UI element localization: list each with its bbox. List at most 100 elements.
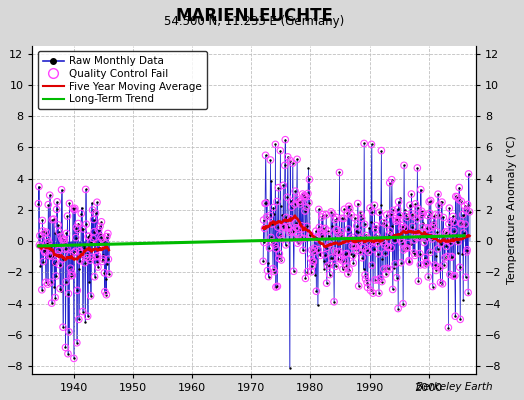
Point <box>97 234 105 240</box>
Point <box>289 160 297 166</box>
Point <box>403 214 411 220</box>
Point <box>48 300 56 306</box>
Point <box>41 249 49 255</box>
Point <box>381 271 390 277</box>
Point <box>289 268 298 274</box>
Point <box>429 283 437 290</box>
Point <box>374 277 382 283</box>
Point <box>70 355 78 362</box>
Point <box>455 264 464 270</box>
Point <box>413 165 421 171</box>
Point <box>311 233 319 240</box>
Point <box>261 152 270 158</box>
Point <box>71 248 80 254</box>
Point <box>394 305 402 312</box>
Point <box>400 162 408 168</box>
Point <box>358 254 366 261</box>
Point <box>301 208 309 214</box>
Point <box>388 176 396 183</box>
Point <box>398 222 407 229</box>
Point <box>406 202 414 208</box>
Point <box>328 222 336 229</box>
Point <box>299 247 307 254</box>
Point <box>379 266 388 272</box>
Point <box>297 198 305 204</box>
Point <box>397 260 405 266</box>
Point <box>93 199 101 206</box>
Point <box>58 256 67 262</box>
Point <box>347 212 355 218</box>
Point <box>283 154 292 160</box>
Point <box>357 212 365 218</box>
Point <box>269 204 278 211</box>
Point <box>381 250 389 256</box>
Point <box>57 186 66 193</box>
Point <box>284 224 292 230</box>
Point <box>426 249 434 256</box>
Point <box>35 183 43 190</box>
Point <box>449 273 457 279</box>
Point <box>396 212 404 218</box>
Point <box>54 247 63 254</box>
Point <box>335 169 344 176</box>
Point <box>361 221 369 228</box>
Point <box>259 258 267 264</box>
Point <box>368 209 377 215</box>
Point <box>317 232 325 239</box>
Point <box>353 223 361 229</box>
Point <box>261 152 270 158</box>
Point <box>70 207 79 213</box>
Point <box>361 221 369 228</box>
Point <box>456 316 464 322</box>
Point <box>75 266 83 272</box>
Point <box>326 255 335 262</box>
Point <box>427 197 435 204</box>
Point <box>383 265 391 272</box>
Point <box>64 350 72 357</box>
Point <box>386 180 394 186</box>
Point <box>326 262 334 268</box>
Point <box>380 217 388 224</box>
Point <box>103 233 111 240</box>
Point <box>54 247 63 254</box>
Point <box>356 236 365 242</box>
Point <box>89 235 97 242</box>
Point <box>397 260 405 266</box>
Point <box>62 230 71 236</box>
Point <box>307 255 315 262</box>
Point <box>428 236 436 242</box>
Point <box>56 286 64 292</box>
Point <box>306 232 314 238</box>
Point <box>379 266 388 272</box>
Point <box>430 262 439 268</box>
Point <box>362 276 370 282</box>
Point <box>320 265 329 272</box>
Point <box>49 253 57 260</box>
Point <box>100 270 108 276</box>
Point <box>276 148 285 154</box>
Point <box>443 253 452 260</box>
Point <box>450 228 458 234</box>
Point <box>55 228 63 235</box>
Point <box>412 231 420 237</box>
Point <box>402 211 411 218</box>
Point <box>414 234 423 241</box>
Point <box>260 239 268 246</box>
Point <box>282 214 290 220</box>
Point <box>79 226 88 232</box>
Point <box>86 293 95 299</box>
Point <box>340 215 348 222</box>
Point <box>352 228 360 234</box>
Point <box>411 201 420 207</box>
Point <box>262 200 270 206</box>
Point <box>281 136 289 143</box>
Point <box>332 214 341 221</box>
Point <box>270 268 279 275</box>
Point <box>95 245 104 251</box>
Point <box>314 206 323 213</box>
Point <box>346 236 355 242</box>
Point <box>327 209 335 215</box>
Point <box>419 220 428 226</box>
Point <box>63 213 72 219</box>
Point <box>276 232 284 238</box>
